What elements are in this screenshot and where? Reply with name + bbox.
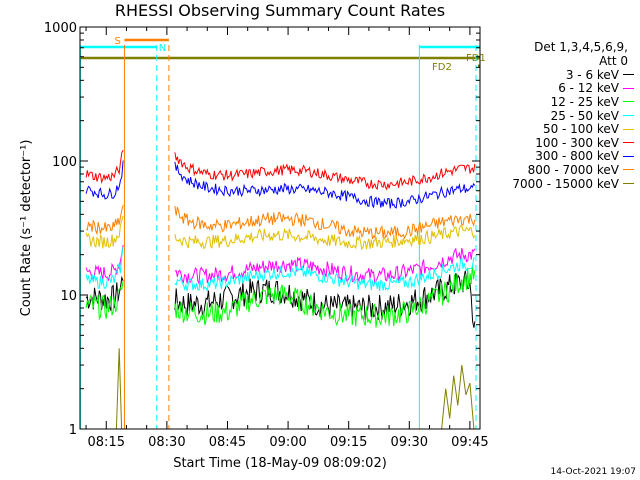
y-tick-label-0: 1	[69, 423, 77, 438]
legend-entry: 300 - 800 keV	[482, 149, 636, 164]
x-tick-label-0: 08:15	[88, 435, 125, 450]
series-3-segment-0	[85, 247, 124, 290]
series-2-segment-1	[174, 264, 476, 328]
legend-entry: 7000 - 15000 keV	[482, 177, 636, 191]
legend-entry: 6 - 12 keV	[482, 81, 636, 96]
flag-label-1: N	[159, 43, 166, 54]
series-7-segment-0	[85, 204, 124, 236]
legend-detectors: Det 1,3,4,5,6,9,	[534, 40, 628, 54]
legend-swatch	[623, 74, 634, 76]
legend-label: 800 - 7000 keV	[527, 162, 619, 177]
y-axis-label: Count Rate (s⁻¹ detector⁻¹)	[19, 140, 34, 317]
x-axis-label: Start Time (18-May-09 08:09:02)	[173, 456, 387, 471]
x-axis: 08:15 08:30 08:45 09:00 09:15 09:30 09:45	[85, 27, 489, 450]
flag-label-4: FD2	[432, 62, 452, 73]
legend-label: 50 - 100 keV	[542, 122, 619, 137]
legend-label: 7000 - 15000 keV	[512, 176, 619, 191]
y-axis: 1 10 100 1000	[44, 21, 480, 438]
x-tick-label-5: 09:30	[391, 435, 428, 450]
legend-entries: 3 - 6 keV 6 - 12 keV 12 - 25 keV 25 - 50 ke…	[482, 68, 636, 191]
timestamp: 14-Oct-2021 19:07	[550, 467, 636, 477]
flag-label-0: S	[114, 36, 120, 47]
legend-label: 12 - 25 keV	[550, 94, 619, 109]
series-4-segment-0	[85, 215, 124, 249]
legend-label: 100 - 300 keV	[535, 135, 619, 150]
legend-entry: 3 - 6 keV	[482, 68, 636, 82]
x-tick-label-2: 08:45	[209, 435, 246, 450]
legend-label: 6 - 12 keV	[558, 81, 619, 96]
x-tick-label-3: 09:00	[269, 435, 306, 450]
legend-swatch	[623, 142, 634, 144]
legend-swatch	[623, 183, 634, 185]
legend-swatch	[623, 101, 634, 103]
legend-swatch	[623, 87, 634, 89]
series-5-segment-0	[85, 149, 124, 185]
series-6-segment-1	[174, 161, 476, 209]
legend-entry: 800 - 7000 keV	[482, 163, 636, 177]
y-tick-label-3: 1000	[44, 21, 77, 36]
series-1-segment-0	[85, 245, 124, 282]
x-tick-label-6: 09:45	[451, 435, 488, 450]
legend-attenuator: Att 0	[599, 54, 628, 68]
legend-swatch	[623, 169, 634, 171]
series-group	[85, 149, 476, 430]
series-4-segment-1	[174, 225, 476, 251]
y-tick-label-1: 10	[60, 289, 77, 304]
legend-entry: 100 - 300 keV	[482, 136, 636, 150]
legend-label: 300 - 800 keV	[535, 149, 619, 164]
x-tick-label-1: 08:30	[148, 435, 185, 450]
legend-label: 25 - 50 keV	[550, 108, 619, 123]
legend-entry: 12 - 25 keV	[482, 95, 636, 109]
series-7-segment-1	[174, 205, 476, 240]
legend-entry: 50 - 100 keV	[482, 122, 636, 136]
legend-swatch	[623, 115, 634, 117]
x-tick-label-4: 09:15	[330, 435, 367, 450]
series-2-segment-0	[85, 281, 124, 321]
legend-entry: 25 - 50 keV	[482, 109, 636, 123]
y-tick-label-2: 100	[52, 155, 77, 170]
legend-swatch	[623, 128, 634, 130]
series-1-segment-1	[174, 247, 476, 286]
series-5-segment-1	[174, 152, 476, 191]
series-6-segment-0	[85, 160, 124, 200]
series-0-segment-1	[174, 270, 476, 328]
legend-swatch	[623, 155, 634, 157]
series-3-segment-1	[174, 256, 475, 293]
plot-frame	[79, 26, 481, 430]
series-8-segment-1	[441, 365, 475, 430]
series-8-segment-0	[115, 348, 123, 430]
chart-title: RHESSI Observing Summary Count Rates	[114, 1, 446, 20]
legend: Det 1,3,4,5,6,9, Att 0 3 - 6 keV 6 - 12 k…	[482, 40, 636, 191]
legend-label: 3 - 6 keV	[565, 67, 619, 82]
